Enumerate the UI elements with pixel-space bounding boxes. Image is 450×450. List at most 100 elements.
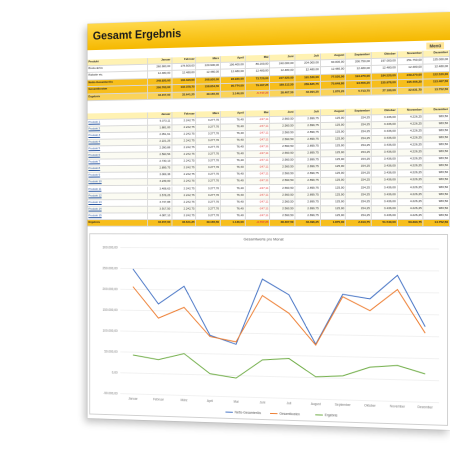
x-tick-label: Februar (153, 397, 165, 401)
table-cell: 4.226,25 (398, 213, 424, 220)
table-cell: 983,50 (424, 213, 450, 220)
x-tick-label: Juli (287, 401, 292, 405)
total-row: Ergebnis 43.157,00 33.641,25 49.165,50 1.146… (88, 220, 450, 227)
table-cell: 2.560,50 (270, 213, 295, 220)
table-cell: -247,11 (246, 206, 271, 213)
y-tick-label: 50.000,00 (104, 350, 118, 354)
gridline (120, 248, 439, 249)
table-cell: 2.560,50 (270, 206, 295, 213)
table-cell: 49.165,50 (196, 220, 220, 227)
table-cell: 3.277,70 (196, 213, 220, 220)
legend-label: Ergebnis (325, 413, 338, 417)
table-cell: 49.165,50 (196, 91, 220, 99)
legend-label: Netto-Gesamterlös (235, 411, 262, 416)
table-cell: 983,50 (424, 199, 450, 206)
table-cell: 2.242,75 (172, 213, 196, 220)
y-tick-label: 250.000,00 (103, 266, 118, 270)
table-cell: 3.436,00 (372, 206, 398, 213)
series-line (133, 353, 425, 383)
row-label: Ergebnis (88, 220, 149, 227)
chart-svg: 300.000,00 250.000,00 200.000,00 150.000,00… (90, 234, 449, 427)
table-cell: 154,25 (346, 199, 372, 206)
table-cell: 5.713,75 (346, 88, 372, 96)
table-cell: 33.641,25 (172, 220, 196, 227)
row-label: Ergebnis (88, 93, 149, 101)
table-cell: 43.094,25 (295, 89, 320, 97)
x-tick-label: Dezember (418, 405, 434, 410)
table-cell: 38.407,50 (270, 90, 295, 98)
table-cell: 38.407,50 (270, 220, 295, 227)
x-tick-label: August (311, 402, 321, 406)
table-cell: 154,25 (346, 213, 372, 220)
x-tick-label: Mai (234, 400, 239, 404)
table-cell: 76,40 (221, 213, 246, 220)
table-cell: 43.157,00 (148, 220, 172, 227)
table-cell: 43.157,00 (148, 92, 172, 100)
x-tick-label: März (181, 398, 188, 402)
table-cell: 2.899,75 (295, 199, 320, 206)
menu-button[interactable]: Menü (427, 42, 444, 49)
legend-label: Gesamtkosten (279, 412, 300, 417)
table-cell: 983,50 (424, 206, 450, 213)
table-cell: -5.747,25 (246, 90, 271, 98)
gridline (120, 331, 439, 337)
table-cell: 33.641,25 (172, 92, 196, 100)
table-cell: 1.146,00 (221, 220, 246, 227)
series-line (133, 269, 425, 348)
table-cell: 4.226,25 (398, 192, 424, 199)
y-tick-label: 0,00 (112, 371, 118, 375)
table-cell: -3.707,25 (246, 220, 271, 227)
table-cell: 4.087,13 (148, 213, 172, 220)
table-cell: 27.180,00 (372, 88, 398, 96)
table-cell: 76,40 (221, 206, 246, 213)
table-cell: 2.560,50 (270, 199, 295, 206)
gridline (120, 373, 439, 381)
table-cell: 125,00 (321, 206, 346, 213)
table-cell: 76,40 (221, 199, 246, 206)
x-tick-label: September (335, 403, 352, 408)
gridline (120, 394, 439, 403)
table-cell: -247,11 (246, 199, 271, 206)
chart-legend: Netto-Gesamterlös Gesamtkosten Ergebnis (225, 410, 337, 418)
table-cell: 51.540,00 (372, 220, 398, 227)
x-tick-label: Juni (259, 400, 265, 404)
table-cell: 63.393,75 (398, 220, 424, 227)
table-cell: 3.277,70 (196, 199, 220, 206)
y-tick-label: 150.000,00 (103, 308, 118, 312)
table-cell: 4.226,25 (398, 206, 424, 213)
y-tick-label: 200.000,00 (103, 287, 118, 291)
gridline (120, 268, 439, 270)
table-cell: 3.277,70 (196, 206, 220, 213)
table-cell: 3.436,00 (372, 199, 398, 206)
table-cell: 2.899,75 (295, 206, 320, 213)
table-cell: 1.875,00 (321, 220, 346, 227)
table-cell: 4.226,25 (398, 199, 424, 206)
y-tick-label: -50.000,00 (103, 391, 118, 395)
product-row: Produkt 15 4.087,13 2.242,75 3.277,70 76,40-… (88, 213, 450, 220)
x-tick-label: Oktober (364, 403, 377, 407)
line-chart: Gesamtwerte pro Monat 300.000,00 250.000,… (89, 233, 448, 426)
table-cell: 2.313,75 (346, 220, 372, 227)
table-cell: 154,25 (346, 206, 372, 213)
y-tick-label: 100.000,00 (103, 329, 118, 333)
series-line (133, 287, 425, 348)
y-tick-label: 300.000,00 (103, 246, 118, 250)
table-cell: 125,00 (321, 199, 346, 206)
table-cell: -247,11 (246, 213, 271, 220)
table-cell: 3.146,00 (221, 91, 246, 99)
table-cell: 43.496,25 (295, 220, 320, 227)
table-cell: 1.870,20 (321, 89, 346, 97)
table-cell: 983,50 (424, 192, 450, 199)
table-cell: 3.436,00 (372, 213, 398, 220)
x-tick-label: November (390, 404, 406, 409)
table-cell: 125,00 (321, 213, 346, 220)
table-cell: 14.752,50 (424, 220, 450, 227)
table-cell: 2.242,75 (172, 206, 196, 213)
x-tick-label: April (207, 399, 213, 403)
title-bar: Gesamt Ergebnis (88, 12, 450, 50)
table-cell: 13.752,50 (424, 87, 450, 95)
table-cell: 2.899,75 (295, 213, 320, 220)
row-label[interactable]: Produkt 15 (88, 213, 149, 220)
x-tick-label: Januar (128, 397, 138, 401)
spreadsheet-page: Gesamt Ergebnis Menü Produkt Januar Februa… (88, 12, 450, 430)
